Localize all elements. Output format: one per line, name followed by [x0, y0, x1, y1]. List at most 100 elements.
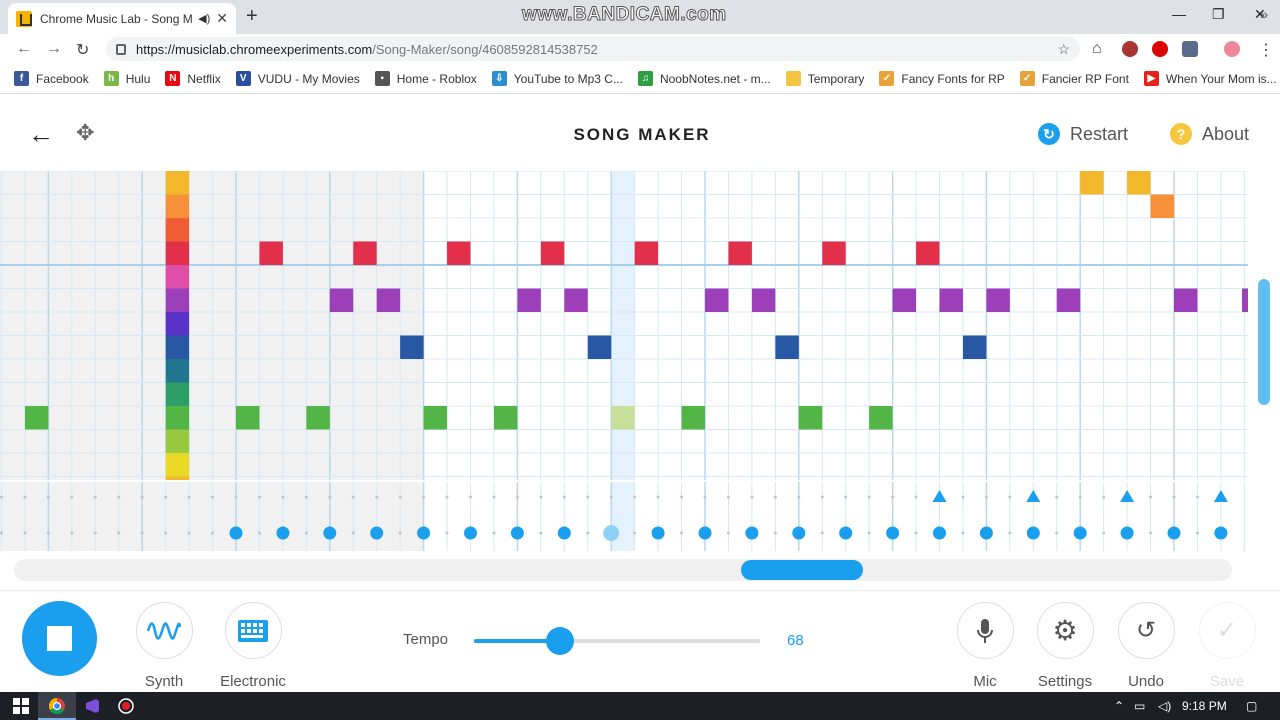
about-button[interactable]: ? About: [1170, 123, 1249, 145]
note-cell: [1174, 288, 1198, 312]
tempo-slider-thumb[interactable]: [545, 627, 574, 655]
rhythm-empty-dot: [1055, 495, 1059, 499]
vertical-scrollbar[interactable]: [1254, 171, 1274, 551]
music-lab-favicon-icon: [16, 10, 32, 27]
horizontal-scrollbar[interactable]: [14, 559, 1232, 581]
restart-button[interactable]: ↻ Restart: [1038, 123, 1128, 145]
vertical-scroll-thumb[interactable]: [1258, 279, 1270, 405]
tempo-slider[interactable]: [474, 627, 760, 655]
note-cell: [564, 288, 588, 312]
rhythm-empty-dot: [820, 531, 824, 535]
rhythm-empty-dot: [867, 495, 871, 499]
move-icon[interactable]: ✥: [76, 120, 95, 145]
reload-icon[interactable]: ↻: [76, 42, 90, 59]
note-cell: [493, 406, 518, 430]
extension-icon[interactable]: [1122, 41, 1138, 57]
bookmark-10[interactable]: ▶ When Your Mom is...: [1143, 71, 1277, 86]
taskbar-chrome-item[interactable]: [38, 692, 76, 720]
synth-button[interactable]: Synth: [124, 602, 204, 690]
back-nav-icon[interactable]: ←: [16, 40, 32, 57]
bookmark-8[interactable]: ✓ Fancy Fonts for RP: [879, 71, 1005, 86]
rhythm-triangle: [1213, 490, 1228, 502]
bookmark-1[interactable]: h Hulu: [103, 71, 150, 86]
rhythm-empty-dot: [46, 531, 50, 535]
tray-overflow-icon[interactable]: ⌃: [1114, 699, 1125, 713]
bookmark-9[interactable]: ✓ Fancier RP Font: [1019, 71, 1129, 86]
rhythm-empty-dot: [703, 495, 707, 499]
browser-menu-icon[interactable]: ⋮: [1258, 42, 1274, 59]
bookmark-3[interactable]: V VUDU - My Movies: [235, 71, 360, 86]
electronic-button[interactable]: Electronic: [213, 602, 293, 690]
speaker-icon[interactable]: ◀): [198, 13, 211, 25]
puzzle-extension-icon[interactable]: [1182, 41, 1198, 57]
rhythm-triangle: [1026, 490, 1041, 502]
bookmark-0[interactable]: f Facebook: [14, 71, 89, 86]
volume-icon[interactable]: ◁): [1158, 699, 1172, 713]
bookmark-7[interactable]: Temporary: [785, 71, 864, 86]
note-cell: [400, 335, 424, 359]
settings-label: Settings: [1037, 673, 1093, 690]
rhythm-empty-dot: [1102, 531, 1106, 535]
bookmark-4[interactable]: ▪ Home - Roblox: [374, 71, 477, 86]
note-cell: [540, 241, 565, 265]
bookmark-favicon-icon: ▪: [374, 71, 390, 86]
restore-icon[interactable]: ❐: [1212, 6, 1225, 22]
settings-button[interactable]: ⚙ Settings: [1025, 602, 1105, 690]
forward-nav-icon[interactable]: →: [46, 40, 62, 57]
rhythm-empty-dot: [891, 495, 895, 499]
note-cell: [423, 406, 448, 430]
rhythm-empty-dot: [469, 495, 472, 499]
minimize-icon[interactable]: —: [1172, 6, 1186, 22]
horizontal-scroll-thumb[interactable]: [741, 560, 863, 580]
network-icon[interactable]: ▭: [1134, 699, 1146, 713]
rhythm-empty-dot: [0, 531, 3, 535]
back-arrow-icon[interactable]: ←: [28, 119, 54, 149]
mic-button[interactable]: Mic: [945, 602, 1025, 690]
visual-studio-icon[interactable]: [84, 698, 100, 714]
rhythm-circle: [745, 526, 759, 540]
browser-tab[interactable]: Chrome Music Lab - Song M ◀) ✕: [8, 3, 236, 34]
rhythm-circle: [698, 526, 712, 540]
rhythm-empty-dot: [515, 495, 519, 499]
bookmark-5[interactable]: ⇩ YouTube to Mp3 C...: [491, 71, 623, 86]
bookmark-star-icon[interactable]: ☆: [1057, 40, 1070, 57]
stop-button[interactable]: [22, 601, 97, 676]
tempo-value: 68: [787, 632, 804, 649]
bookmarks-overflow-icon[interactable]: »: [1260, 6, 1268, 22]
windows-start-icon[interactable]: [13, 698, 29, 714]
question-icon: ?: [1170, 123, 1192, 145]
bookmark-favicon-icon: ▶: [1143, 71, 1159, 86]
opera-extension-icon[interactable]: [1152, 41, 1168, 57]
note-cell: [259, 241, 283, 265]
home-icon[interactable]: ⌂: [1092, 40, 1102, 57]
playhead-column: [611, 171, 635, 480]
pitch-color-cell: [165, 171, 190, 195]
pitch-color-cell: [165, 453, 190, 477]
rhythm-empty-dot: [398, 531, 402, 535]
windows-taskbar: ⌃ ▭ ◁) 9:18 PM ▢: [0, 692, 1280, 720]
url-input[interactable]: https://musiclab.chromeexperiments.com/S…: [106, 37, 1080, 61]
undo-button[interactable]: ↺ Undo: [1106, 602, 1186, 690]
rhythm-empty-dot: [234, 495, 238, 499]
close-tab-icon[interactable]: ✕: [216, 10, 228, 26]
rhythm-circle: [1167, 526, 1181, 540]
melody-grid[interactable]: [0, 171, 1248, 480]
rhythm-empty-dot: [539, 531, 543, 535]
bandicam-record-icon[interactable]: [118, 698, 134, 714]
bookmark-2[interactable]: N Netflix: [165, 71, 221, 86]
rhythm-circle: [886, 526, 900, 540]
checkmark-icon: ✓: [1198, 602, 1256, 659]
rhythm-empty-dot: [492, 531, 496, 535]
close-window-icon[interactable]: ✕: [1254, 6, 1266, 22]
save-button[interactable]: ✓ Save: [1187, 602, 1267, 690]
rhythm-empty-dot: [1055, 531, 1059, 535]
notifications-icon[interactable]: ▢: [1246, 699, 1258, 713]
rhythm-grid[interactable]: [0, 482, 1248, 551]
bookmark-6[interactable]: ♫ NoobNotes.net - m...: [637, 71, 771, 86]
rhythm-circle: [510, 526, 524, 540]
new-tab-button[interactable]: +: [246, 5, 258, 27]
rhythm-empty-dot: [70, 531, 74, 535]
profile-avatar[interactable]: [1224, 41, 1240, 57]
address-bar-row: ← → ↻ https://musiclab.chromeexperiments…: [0, 34, 1280, 64]
note-cell: [634, 241, 659, 265]
